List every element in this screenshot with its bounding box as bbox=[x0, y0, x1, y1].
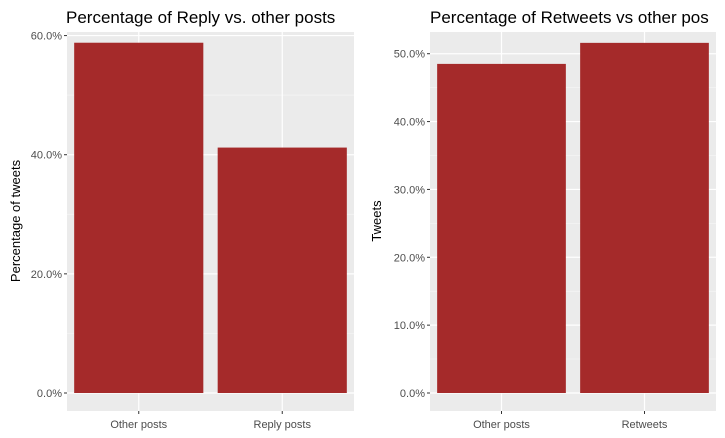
chart-reply-x-tick-label: Reply posts bbox=[254, 419, 312, 431]
chart-retweets-x-tick-label: Retweets bbox=[622, 419, 668, 431]
chart-retweets-bars bbox=[437, 42, 709, 394]
chart-retweets-y-tick-label: 50.0% bbox=[394, 49, 425, 61]
chart-retweets-y-axis-label: Tweets bbox=[369, 200, 384, 242]
chart-retweets-bar-1 bbox=[437, 63, 566, 394]
chart-retweets-y-ticks: 0.0% 10.0% 20.0% 30.0% 40.0% 50.0% bbox=[394, 49, 430, 400]
chart-retweets-x-ticks: Other posts Retweets bbox=[473, 411, 668, 431]
chart-reply-y-ticks: 0.0% 20.0% 40.0% 60.0% bbox=[31, 31, 67, 400]
chart-retweets-bar-2 bbox=[580, 42, 709, 393]
chart-reply-bar-1 bbox=[74, 42, 204, 393]
chart-reply: Percentage of Reply vs. other posts 0.0%… bbox=[8, 8, 354, 431]
chart-reply-y-tick-label: 60.0% bbox=[31, 31, 62, 43]
chart-reply-y-axis-label: Percentage of tweets bbox=[8, 159, 23, 282]
chart-retweets-y-tick-label: 20.0% bbox=[394, 252, 425, 264]
chart-reply-x-tick-label: Other posts bbox=[110, 419, 167, 431]
chart-reply-title: Percentage of Reply vs. other posts bbox=[66, 8, 335, 27]
chart-retweets: Percentage of Retweets vs other pos 0.0%… bbox=[369, 8, 716, 431]
chart-reply-y-tick-label: 0.0% bbox=[37, 388, 62, 400]
chart-reply-bar-2 bbox=[217, 147, 347, 393]
chart-reply-y-tick-label: 40.0% bbox=[31, 150, 62, 162]
chart-reply-y-tick-label: 20.0% bbox=[31, 269, 62, 281]
chart-retweets-x-tick-label: Other posts bbox=[473, 419, 530, 431]
chart-retweets-y-tick-label: 40.0% bbox=[394, 117, 425, 129]
chart-reply-x-ticks: Other posts Reply posts bbox=[110, 411, 311, 431]
chart-retweets-title: Percentage of Retweets vs other pos bbox=[430, 8, 709, 27]
chart-reply-bars bbox=[74, 42, 347, 393]
chart-retweets-y-tick-label: 0.0% bbox=[400, 388, 425, 400]
chart-retweets-y-tick-label: 30.0% bbox=[394, 184, 425, 196]
chart-retweets-y-tick-label: 10.0% bbox=[394, 320, 425, 332]
